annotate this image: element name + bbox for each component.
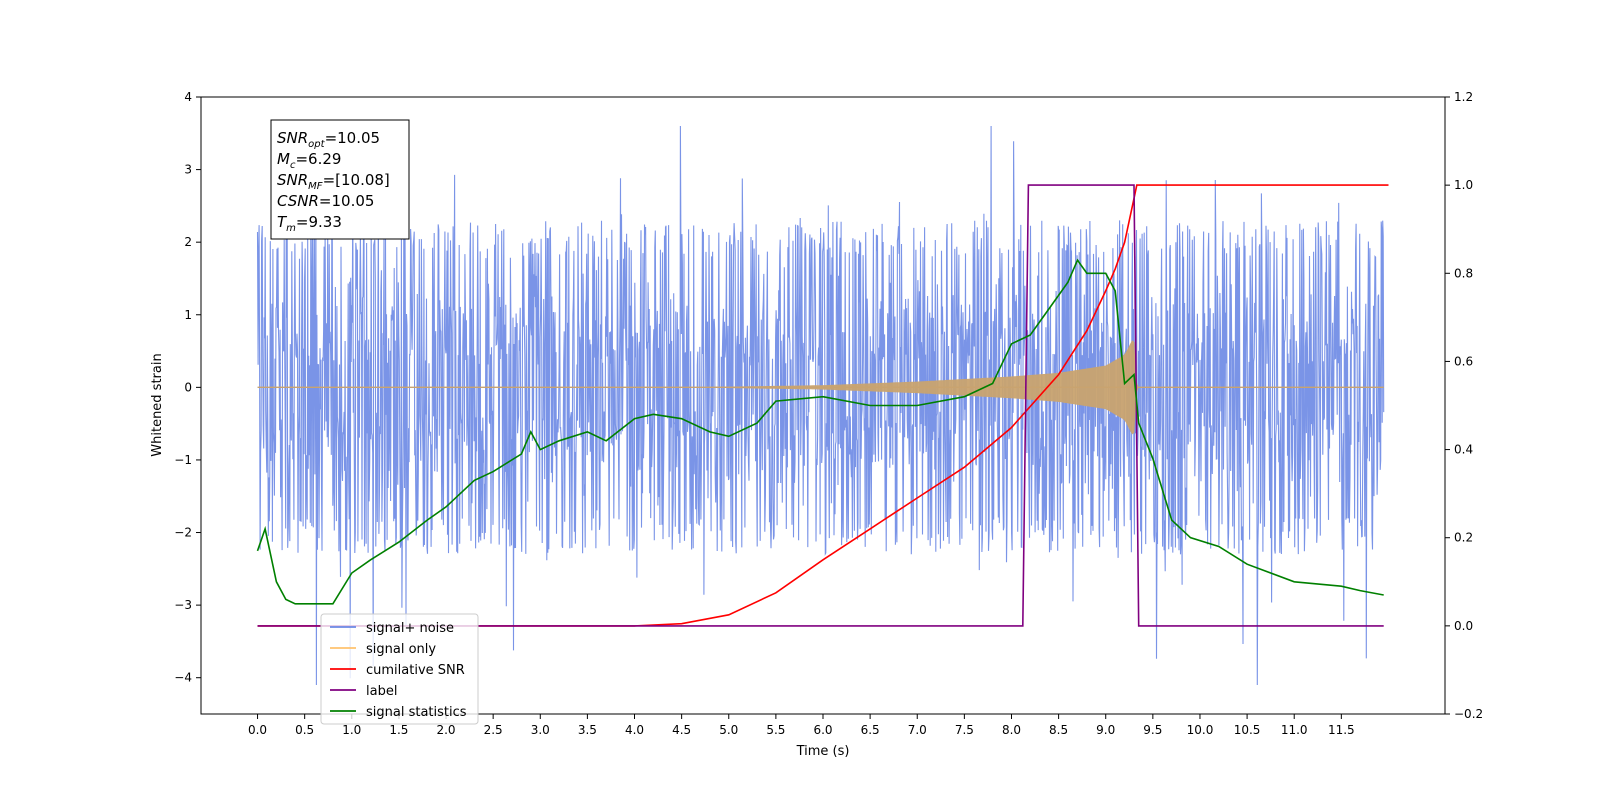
series-signal-only	[257, 340, 1384, 435]
annotation-symbol: SNR	[277, 129, 308, 147]
annotation-subscript: c	[290, 160, 296, 171]
annotation-value: =6.29	[295, 150, 341, 168]
annotation-value: =[10.08]	[323, 171, 390, 189]
x-tick-label: 8.5	[1049, 723, 1068, 737]
legend-label: cumilative SNR	[366, 663, 465, 678]
x-tick-label: 4.0	[625, 723, 644, 737]
y-left-tick-label: −1	[174, 453, 192, 467]
annotation-line: SNRopt=10.05	[277, 129, 380, 150]
annotation-symbol: T	[277, 213, 288, 231]
x-tick-label: 3.5	[578, 723, 597, 737]
annotation-value: =9.33	[296, 213, 342, 231]
y-left-tick-label: 3	[184, 163, 192, 177]
annotation-subscript: opt	[308, 139, 325, 150]
series-signal-noise	[256, 125, 1385, 686]
x-tick-label: 11.5	[1328, 723, 1355, 737]
y-right-tick-label: 0.8	[1454, 266, 1473, 280]
x-tick-label: 0.0	[248, 723, 267, 737]
legend: signal+ noise signal only cumilative SNR la…	[320, 613, 479, 725]
annotation-subscript: MF	[308, 181, 323, 192]
x-tick-label: 5.0	[719, 723, 738, 737]
x-tick-label: 1.0	[342, 723, 361, 737]
legend-label: label	[366, 684, 397, 699]
annotation-line: Mc=6.29	[277, 150, 341, 171]
x-tick-label: 0.5	[295, 723, 314, 737]
x-tick-label: 6.0	[813, 723, 832, 737]
series-label	[257, 184, 1384, 627]
x-tick-label: 9.0	[1096, 723, 1115, 737]
annotation-line: SNRMF=[10.08]	[277, 171, 390, 192]
x-tick-label: 6.5	[861, 723, 880, 737]
annotation-symbol: CSNR	[277, 192, 319, 210]
y-axis-label: Whitened strain	[150, 353, 165, 456]
y-right-tick-label: 0.4	[1454, 443, 1473, 457]
y-axis-left-ticks: 4 3 2 1 0 −1 −2 −3 −4	[174, 90, 201, 685]
annotation-symbol: SNR	[277, 171, 308, 189]
annotation-subscript: m	[286, 223, 296, 234]
annotation-box: SNRopt=10.05Mc=6.29SNRMF=[10.08]CSNR=10.…	[270, 119, 410, 240]
annotation-frame	[270, 119, 410, 240]
legend-label: signal statistics	[366, 705, 467, 720]
y-left-tick-label: 1	[184, 308, 192, 322]
annotation-symbol: M	[277, 150, 290, 168]
x-tick-label: 3.0	[531, 723, 550, 737]
x-tick-label: 4.5	[672, 723, 691, 737]
annotation-line: CSNR=10.05	[277, 192, 374, 210]
y-right-tick-label: −0.2	[1454, 707, 1483, 721]
y-left-tick-label: −4	[174, 671, 192, 685]
y-left-tick-label: 2	[184, 235, 192, 249]
y-right-tick-label: 1.0	[1454, 178, 1473, 192]
x-tick-label: 8.0	[1002, 723, 1021, 737]
y-left-tick-label: −3	[174, 598, 192, 612]
legend-frame	[320, 613, 479, 725]
signal-noise-trace	[256, 125, 1385, 686]
x-tick-label: 2.0	[436, 723, 455, 737]
x-axis-ticks: 0.0 0.5 1.0 1.5 2.0 2.5 3.0 3.5 4.0 4.5 5.0 5.5 6.0 6…	[248, 714, 1355, 737]
series-layer	[256, 125, 1389, 686]
y-axis-right-ticks: 1.2 1.0 0.8 0.6 0.4 0.2 0.0 −0.2	[1445, 90, 1483, 721]
y-right-tick-label: 0.0	[1454, 619, 1473, 633]
y-left-tick-label: −2	[174, 526, 192, 540]
x-tick-label: 10.0	[1187, 723, 1214, 737]
y-right-tick-label: 0.2	[1454, 531, 1473, 545]
annotation-value: =10.05	[325, 129, 381, 147]
x-tick-label: 2.5	[484, 723, 503, 737]
x-tick-label: 10.5	[1234, 723, 1261, 737]
annotation-value: =10.05	[319, 192, 375, 210]
x-tick-label: 9.5	[1143, 723, 1162, 737]
y-left-tick-label: 4	[184, 90, 192, 104]
series-signal-statistics	[256, 258, 1384, 605]
legend-label: signal only	[366, 642, 436, 657]
x-tick-label: 7.5	[955, 723, 974, 737]
annotation-line: Tm=9.33	[277, 213, 342, 234]
y-right-tick-label: 0.6	[1454, 354, 1473, 368]
x-axis-label: Time (s)	[796, 744, 850, 759]
legend-label: signal+ noise	[366, 621, 454, 636]
x-tick-label: 7.0	[908, 723, 927, 737]
x-tick-label: 5.5	[766, 723, 785, 737]
y-left-tick-label: 0	[184, 380, 192, 394]
x-tick-label: 11.0	[1281, 723, 1308, 737]
x-tick-label: 1.5	[389, 723, 408, 737]
y-right-tick-label: 1.2	[1454, 90, 1473, 104]
